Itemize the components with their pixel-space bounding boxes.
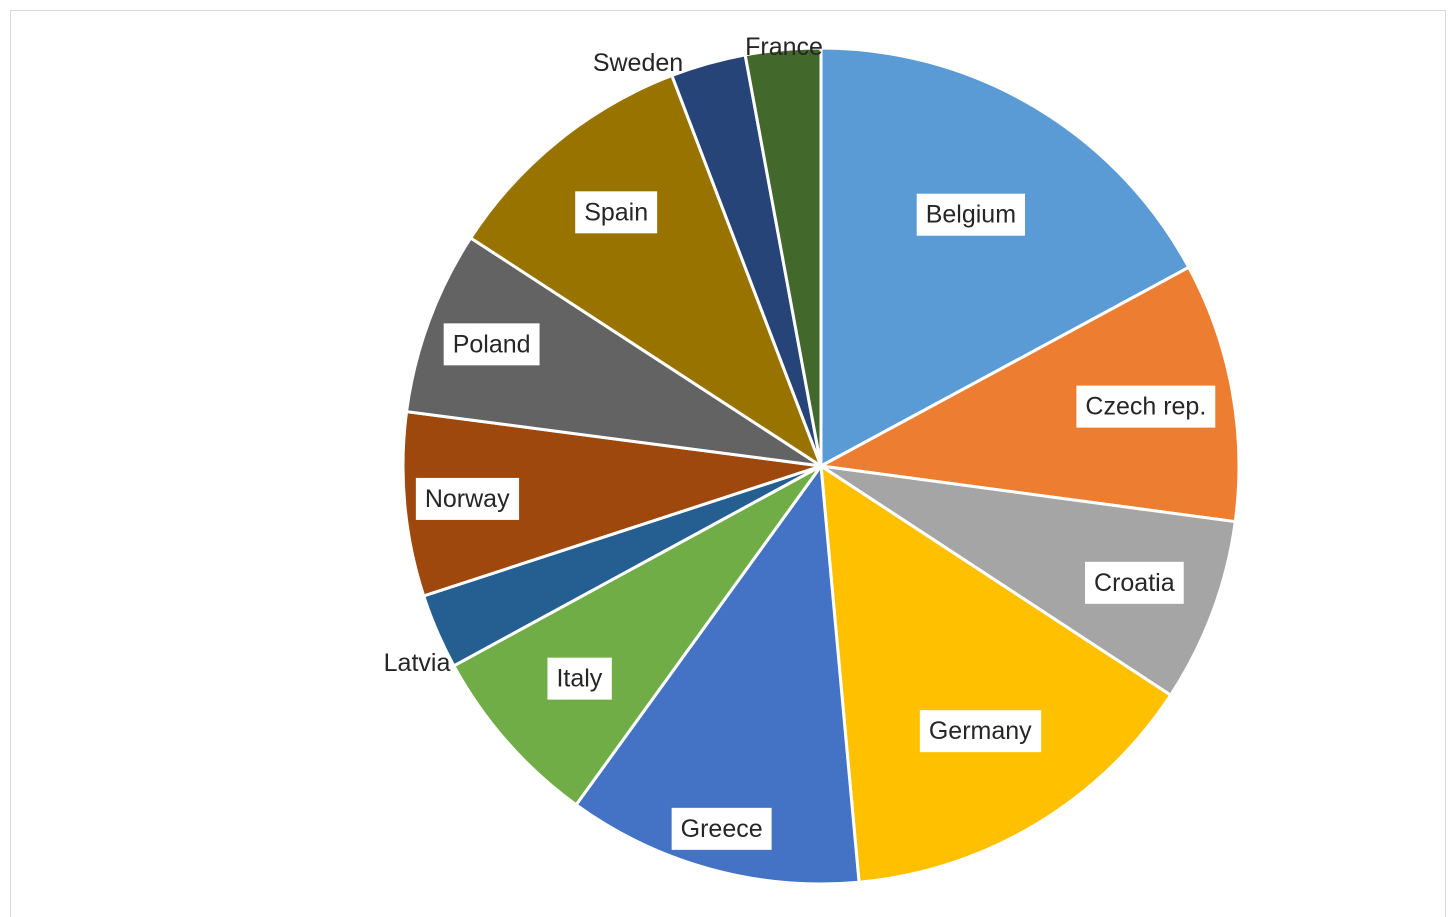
labels-layer: Belgium Czech rep. Croatia Germany Greece Ita… <box>384 33 1216 850</box>
data-label-spain: Spain <box>575 191 658 234</box>
data-label-text: Italy <box>556 665 602 693</box>
data-label-box <box>1085 561 1184 604</box>
pie-slice-spain <box>468 73 825 470</box>
data-label-greece: Greece <box>671 807 772 850</box>
data-label-text: Norway <box>425 485 510 513</box>
data-label-norway: Norway <box>415 477 520 520</box>
data-label-text: Poland <box>453 330 531 358</box>
data-label-germany: Germany <box>919 710 1042 753</box>
data-label-italy: Italy <box>547 657 612 700</box>
pie-slice-croatia <box>820 464 1237 698</box>
data-label-czech-rep: Czech rep. <box>1076 385 1216 428</box>
pie-slice-germany <box>819 463 1173 884</box>
slices-layer <box>401 46 1241 886</box>
data-label-text: Belgium <box>926 201 1016 229</box>
data-label-belgium: Belgium <box>916 193 1026 236</box>
data-label-text: Spain <box>584 198 648 226</box>
pie-slice-france <box>743 46 823 467</box>
data-label-box <box>443 323 540 366</box>
pie-slice-norway <box>401 409 822 598</box>
pie-slice-greece <box>574 461 861 886</box>
data-label-text: Greece <box>681 815 763 843</box>
pie-slice-poland <box>404 235 822 468</box>
data-label-box <box>1076 385 1216 428</box>
data-label-box <box>575 191 658 234</box>
data-label-box <box>919 710 1042 753</box>
data-label-croatia: Croatia <box>1085 561 1184 604</box>
data-label-box <box>671 807 772 850</box>
data-label-text: France <box>745 33 823 61</box>
data-label-sweden: Sweden <box>593 49 683 77</box>
data-label-text: Sweden <box>593 49 683 77</box>
data-label-box <box>415 477 520 520</box>
data-label-box <box>547 657 612 700</box>
pie-slice-italy <box>451 464 823 807</box>
pie-slice-belgium <box>819 46 1191 469</box>
data-label-france: France <box>745 33 823 61</box>
pie-slice-czech-rep <box>816 265 1241 524</box>
data-label-text: Czech rep. <box>1085 393 1206 421</box>
data-label-latvia: Latvia <box>384 649 451 677</box>
data-label-text: Latvia <box>384 649 451 677</box>
data-label-text: Germany <box>929 717 1032 745</box>
data-label-box <box>916 193 1026 236</box>
data-label-poland: Poland <box>443 323 540 366</box>
data-label-text: Croatia <box>1094 569 1175 597</box>
